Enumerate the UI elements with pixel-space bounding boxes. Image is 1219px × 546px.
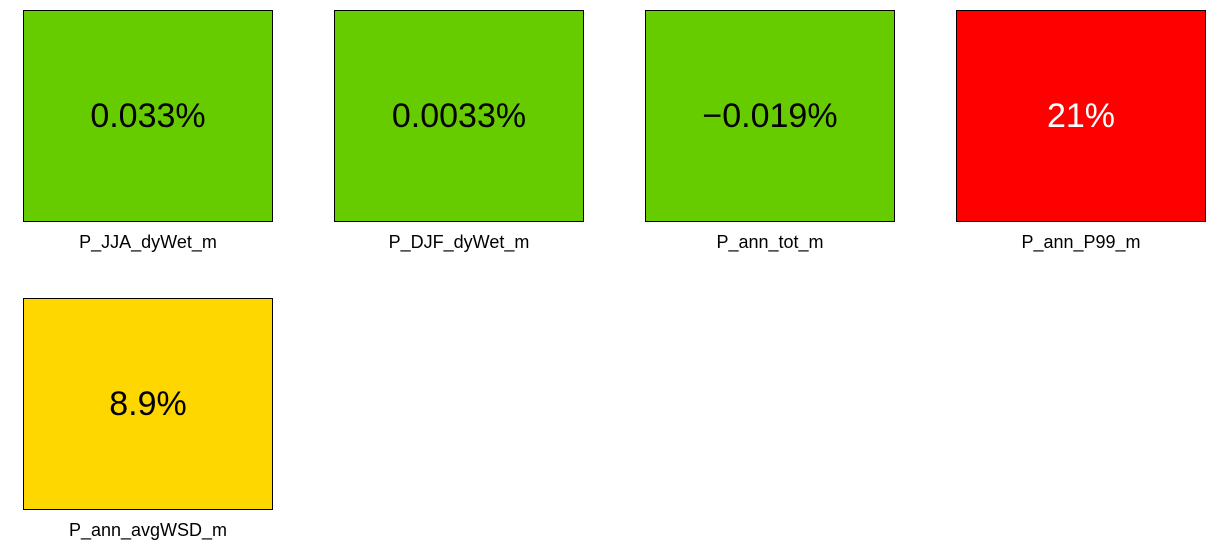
tile-color-box: 0.033% — [23, 10, 273, 222]
tile-value: 0.0033% — [391, 97, 527, 135]
tile-label: P_ann_P99_m — [1021, 232, 1141, 252]
tile-label: P_ann_tot_m — [716, 232, 824, 252]
tile-value: 21% — [1046, 97, 1116, 135]
tile-label: P_JJA_dyWet_m — [79, 232, 217, 252]
tile-p-ann-p99-m: 21% P_ann_P99_m — [956, 10, 1206, 253]
tile-value: 8.9% — [109, 385, 187, 423]
tile-label: P_DJF_dyWet_m — [388, 232, 530, 252]
tile-color-box: 0.0033% — [334, 10, 584, 222]
tile-p-djf-dywet-m: 0.0033% P_DJF_dyWet_m — [334, 10, 584, 253]
tile-value: 0.033% — [90, 97, 206, 135]
tile-p-jja-dywet-m: 0.033% P_JJA_dyWet_m — [23, 10, 273, 253]
tile-p-ann-tot-m: −0.019% P_ann_tot_m — [645, 10, 895, 253]
tile-color-box: 8.9% — [23, 298, 273, 510]
tile-value: −0.019% — [702, 97, 838, 135]
tile-label: P_ann_avgWSD_m — [68, 520, 228, 540]
tile-color-box: −0.019% — [645, 10, 895, 222]
tile-color-box: 21% — [956, 10, 1206, 222]
tile-p-ann-avgwsd-m: 8.9% P_ann_avgWSD_m — [23, 298, 273, 541]
